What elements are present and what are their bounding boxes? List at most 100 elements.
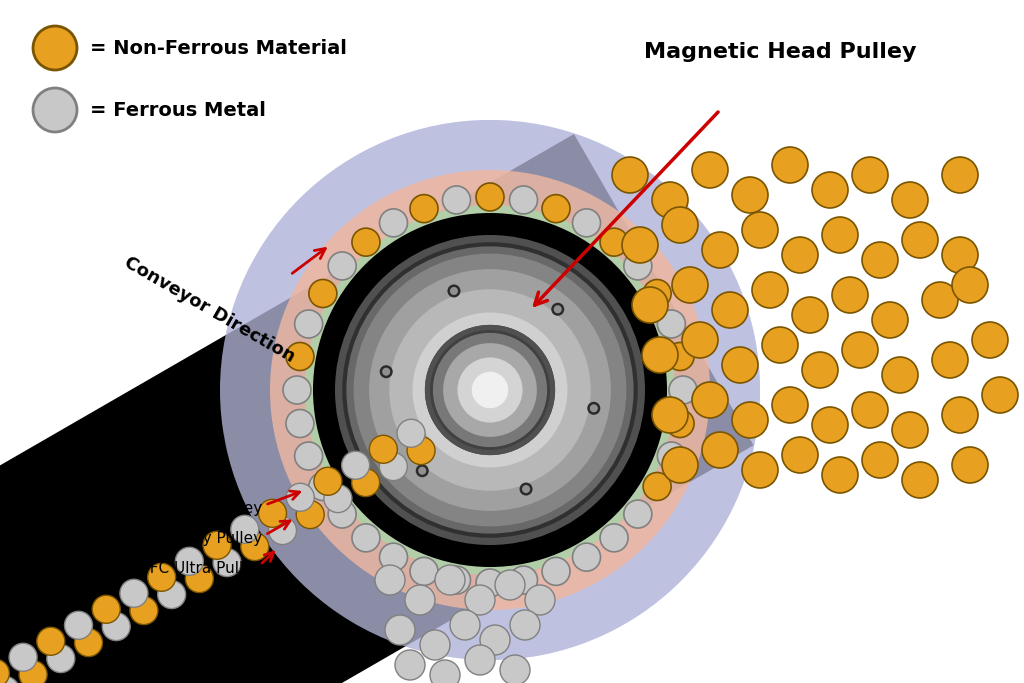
Circle shape bbox=[443, 343, 537, 437]
Circle shape bbox=[942, 157, 978, 193]
Circle shape bbox=[982, 377, 1018, 413]
Circle shape bbox=[812, 407, 848, 443]
Circle shape bbox=[9, 643, 37, 671]
Circle shape bbox=[335, 235, 645, 545]
Circle shape bbox=[762, 327, 798, 363]
Circle shape bbox=[443, 343, 537, 437]
Circle shape bbox=[792, 297, 828, 333]
Circle shape bbox=[380, 543, 408, 571]
Circle shape bbox=[382, 367, 390, 376]
Circle shape bbox=[772, 147, 808, 183]
Circle shape bbox=[692, 382, 728, 418]
Circle shape bbox=[459, 359, 521, 421]
Circle shape bbox=[406, 585, 435, 615]
Circle shape bbox=[416, 464, 429, 477]
Circle shape bbox=[643, 279, 671, 307]
Circle shape bbox=[922, 282, 958, 318]
Circle shape bbox=[436, 336, 544, 444]
Circle shape bbox=[802, 352, 838, 388]
Circle shape bbox=[369, 269, 611, 511]
Circle shape bbox=[672, 267, 708, 303]
Circle shape bbox=[305, 205, 675, 575]
Circle shape bbox=[395, 650, 425, 680]
Circle shape bbox=[662, 207, 698, 243]
Circle shape bbox=[510, 610, 540, 640]
Circle shape bbox=[519, 482, 532, 496]
Circle shape bbox=[459, 359, 521, 421]
Circle shape bbox=[624, 500, 652, 528]
Circle shape bbox=[500, 655, 530, 683]
Circle shape bbox=[270, 170, 710, 610]
Circle shape bbox=[47, 645, 75, 673]
Circle shape bbox=[862, 442, 898, 478]
Circle shape bbox=[590, 404, 598, 413]
Text: = Non-Ferrous Material: = Non-Ferrous Material bbox=[90, 38, 347, 57]
Circle shape bbox=[369, 269, 611, 511]
Circle shape bbox=[472, 372, 508, 408]
Circle shape bbox=[370, 435, 397, 463]
Circle shape bbox=[476, 183, 504, 211]
Circle shape bbox=[442, 566, 470, 594]
Circle shape bbox=[425, 325, 555, 455]
Circle shape bbox=[413, 313, 567, 467]
Circle shape bbox=[472, 372, 508, 408]
Circle shape bbox=[600, 228, 628, 256]
Circle shape bbox=[37, 627, 65, 655]
Circle shape bbox=[732, 177, 768, 213]
Circle shape bbox=[342, 451, 370, 479]
Circle shape bbox=[305, 205, 675, 575]
Circle shape bbox=[0, 677, 19, 683]
Circle shape bbox=[554, 305, 562, 313]
Circle shape bbox=[652, 397, 688, 433]
Circle shape bbox=[892, 412, 928, 448]
Circle shape bbox=[418, 466, 426, 475]
Circle shape bbox=[241, 533, 268, 561]
Circle shape bbox=[410, 195, 438, 223]
Circle shape bbox=[782, 437, 818, 473]
Text: Heavy Duty Pulley: Heavy Duty Pulley bbox=[122, 531, 262, 546]
Circle shape bbox=[572, 543, 600, 571]
Circle shape bbox=[352, 524, 380, 552]
Circle shape bbox=[389, 289, 591, 491]
Circle shape bbox=[510, 186, 538, 214]
Circle shape bbox=[102, 613, 130, 641]
Circle shape bbox=[270, 170, 710, 610]
Circle shape bbox=[203, 531, 231, 559]
Circle shape bbox=[952, 447, 988, 483]
Circle shape bbox=[458, 357, 522, 423]
Circle shape bbox=[666, 410, 694, 438]
Circle shape bbox=[335, 235, 645, 545]
Circle shape bbox=[75, 628, 102, 656]
Circle shape bbox=[588, 402, 600, 415]
Circle shape bbox=[335, 235, 645, 545]
Circle shape bbox=[268, 516, 297, 544]
Circle shape bbox=[296, 501, 325, 529]
Circle shape bbox=[33, 88, 77, 132]
Circle shape bbox=[65, 611, 92, 639]
Circle shape bbox=[410, 557, 438, 585]
Circle shape bbox=[351, 469, 380, 497]
Circle shape bbox=[450, 610, 480, 640]
Circle shape bbox=[722, 347, 758, 383]
Circle shape bbox=[283, 376, 311, 404]
Circle shape bbox=[590, 404, 598, 413]
Circle shape bbox=[812, 172, 848, 208]
Circle shape bbox=[702, 232, 738, 268]
Text: Magnetic Head Pulley: Magnetic Head Pulley bbox=[644, 42, 916, 62]
Circle shape bbox=[328, 252, 356, 280]
Circle shape bbox=[622, 227, 658, 263]
Text: DFC Ultra Pulley: DFC Ultra Pulley bbox=[138, 561, 262, 576]
Circle shape bbox=[942, 397, 978, 433]
Circle shape bbox=[732, 402, 768, 438]
Circle shape bbox=[19, 660, 47, 683]
Circle shape bbox=[213, 548, 241, 576]
Circle shape bbox=[972, 322, 1008, 358]
Circle shape bbox=[430, 660, 460, 683]
Circle shape bbox=[542, 195, 570, 223]
Circle shape bbox=[175, 547, 204, 575]
Circle shape bbox=[416, 464, 429, 477]
Circle shape bbox=[408, 436, 435, 464]
Circle shape bbox=[158, 581, 185, 609]
Circle shape bbox=[120, 579, 147, 607]
Circle shape bbox=[942, 237, 978, 273]
